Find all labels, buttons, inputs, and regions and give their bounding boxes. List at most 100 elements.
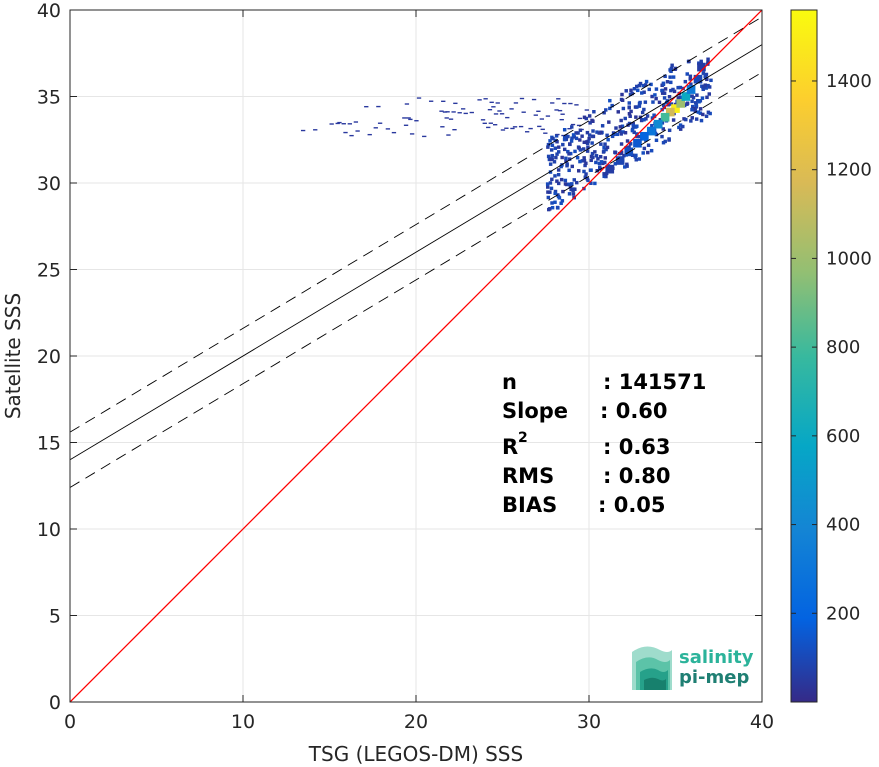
density-cell-sparse [666, 103, 671, 107]
density-cell [665, 107, 675, 117]
density-cell-sparse [546, 185, 550, 189]
density-streak [329, 123, 334, 125]
density-streak [519, 97, 525, 100]
density-streak [300, 129, 306, 132]
density-cell-sparse [646, 143, 651, 147]
density-cell-sparse [570, 182, 574, 186]
density-streak [402, 117, 407, 119]
density-streak [584, 109, 589, 111]
density-cell-sparse [636, 88, 640, 93]
fit-lines [70, 10, 762, 702]
density-cell-sparse [550, 177, 554, 182]
density-cell-sparse [701, 71, 706, 75]
y-tick-label: 10 [37, 519, 61, 541]
density-cell-sparse [619, 132, 623, 136]
density-cell-sparse [550, 143, 555, 148]
density-cell-sparse [671, 75, 676, 79]
stat-slope-label: Slope [502, 399, 568, 423]
density-cell-sparse [671, 118, 676, 122]
colorbar-tick-label: 1000 [826, 248, 872, 269]
density-cell-sparse [642, 118, 646, 122]
density-cell-sparse [699, 118, 704, 123]
density-cell-sparse [597, 131, 601, 135]
density-cell-sparse [578, 138, 582, 142]
density-cell-sparse [583, 163, 587, 168]
density-cell-sparse [548, 162, 553, 166]
density-cell-sparse [557, 196, 562, 200]
density-streak [364, 105, 369, 108]
density-streak [343, 131, 348, 134]
density-cell-sparse [627, 121, 632, 126]
density-cell [633, 138, 642, 148]
density-cell-sparse [571, 192, 576, 196]
stat-r2-label: R [502, 435, 518, 459]
density-cell-sparse [593, 150, 597, 154]
density-cell-sparse [700, 96, 705, 100]
density-cell-sparse [661, 82, 666, 87]
density-cell-sparse [548, 181, 553, 185]
density-streak [513, 102, 519, 104]
density-cell-sparse [549, 148, 554, 152]
x-tick-label: 10 [231, 711, 255, 733]
density-streak [574, 104, 579, 106]
density-cell-sparse [599, 160, 604, 164]
density-streak [545, 115, 551, 117]
density-cell-sparse [548, 190, 552, 194]
density-streak [446, 134, 451, 136]
density-cell-sparse [552, 160, 557, 164]
density-cell-sparse [618, 129, 622, 134]
y-tick-label: 0 [49, 692, 61, 714]
density-cell-sparse [632, 125, 636, 129]
density-cell [660, 112, 670, 122]
density-cell-sparse [566, 149, 570, 154]
density-cell-sparse [654, 96, 658, 101]
density-cell-sparse [589, 168, 593, 172]
density-cell-sparse [554, 134, 559, 138]
density-cell [605, 164, 615, 174]
density-cell-sparse [622, 153, 626, 158]
density-cell-sparse [569, 187, 573, 192]
density-cell-sparse [643, 83, 648, 87]
colorbar-tick-label: 800 [826, 337, 860, 358]
density-streak [391, 131, 397, 134]
density-cell-sparse [707, 85, 712, 89]
density-streak [492, 124, 498, 126]
density-cell-sparse [665, 80, 670, 84]
density-cell-sparse [624, 89, 628, 93]
density-cell-sparse [580, 134, 584, 138]
density-streak [531, 98, 537, 101]
density-streak [451, 111, 456, 113]
density-cell-sparse [600, 124, 605, 128]
density-cell-sparse [650, 116, 655, 120]
colorbar-tick-label: 1400 [826, 71, 872, 92]
density-cell-sparse [708, 111, 712, 116]
density-cell-sparse [660, 91, 665, 95]
density-cell-sparse [602, 149, 606, 153]
density-cell-sparse [642, 107, 646, 112]
density-cell-sparse [621, 130, 625, 134]
density-streak [559, 118, 564, 121]
density-cell-sparse [637, 104, 642, 108]
density-cell-sparse [689, 82, 693, 86]
density-streak [367, 133, 372, 136]
density-cell-sparse [606, 137, 610, 142]
density-cell-sparse [588, 121, 592, 125]
density-cell-sparse [620, 92, 624, 97]
logo-line2: pi-mep [679, 667, 749, 688]
density-cell-sparse [634, 158, 638, 162]
density-cell-sparse [694, 105, 699, 109]
density-cell-sparse [688, 77, 692, 81]
density-streak [512, 126, 518, 128]
density-cell-sparse [621, 106, 626, 111]
density-cell-sparse [587, 133, 592, 137]
density-cell-sparse [592, 109, 596, 114]
density-cell [681, 92, 691, 101]
density-cell-sparse [559, 201, 563, 206]
density-streak [491, 106, 496, 108]
colorbar-ticks: 200 400 600 800 1000 1200 1400 [791, 71, 872, 624]
density-streak [442, 111, 448, 113]
density-cell-sparse [688, 74, 693, 79]
density-cell-sparse [685, 102, 689, 106]
colorbar-tick-label: 200 [826, 603, 860, 624]
salinity-pi-mep-logo: salinity pi-mep [632, 646, 754, 690]
